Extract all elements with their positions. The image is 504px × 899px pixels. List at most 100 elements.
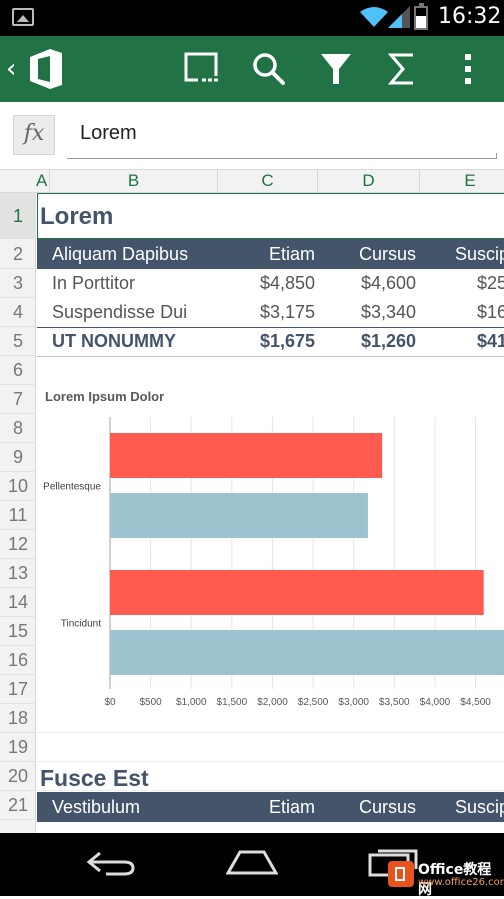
chart-tick-label: $3,000 [338,697,369,708]
row-header-19[interactable]: 19 [0,733,36,762]
table1-header-col3[interactable]: Cursus [358,244,416,264]
chart-bar [110,493,368,538]
row-header-12[interactable]: 12 [0,530,36,559]
row-header-3[interactable]: 3 [0,269,36,298]
chart-category-label: Pellentesque [43,482,101,493]
table1-cell[interactable]: $4,850 [259,273,315,293]
selected-cell-a1[interactable] [37,193,504,239]
row-header-16[interactable]: 16 [0,646,36,675]
gridline [37,732,504,733]
table2-header-col4[interactable]: Suscip [455,797,504,817]
table1-header-col2[interactable]: Etiam [268,244,315,264]
formula-input-underline [67,153,497,159]
table1-header-col1[interactable]: Aliquam Dapibus [52,244,189,264]
chart-tick-label: $4,000 [420,697,451,708]
table1-cell[interactable]: $16 [477,302,504,322]
row-header-10[interactable]: 10 [0,472,36,501]
bar-chart[interactable]: Lorem Ipsum Dolor $0 $500 $1,000 $1,500 $2,0… [37,361,504,725]
chart-tick-label: $0 [104,697,116,708]
row-header-9[interactable]: 9 [0,443,36,472]
sum-icon[interactable] [388,52,416,86]
row-header-21[interactable]: 21 [0,791,36,820]
row-header-5[interactable]: 5 [0,327,36,356]
table2-header-col3[interactable]: Cursus [358,797,416,817]
watermark: Office教程网 www.office26.com [384,855,504,898]
sheet-title[interactable]: Lorem [40,203,114,230]
section2-title[interactable]: Fusce Est [40,765,149,791]
gridline [37,790,504,791]
search-icon[interactable] [252,52,286,86]
office26-logo-icon [388,861,414,887]
table1-total-cell[interactable]: UT NONUMMY [52,331,176,351]
sheet-grid[interactable]: Lorem Aliquam Dapibus Etiam Cursus Susci… [37,193,504,833]
office-logo-icon[interactable] [28,48,64,90]
table2-header-row: Vestibulum Etiam Cursus Suscip [37,792,504,822]
chart-tick-label: $1,500 [217,697,248,708]
formula-input[interactable]: Lorem [80,122,137,144]
chart-tick-label: $1,000 [176,697,207,708]
home-nav-icon[interactable] [226,849,278,875]
chart-tick-label: $2,500 [298,697,329,708]
table1-cell[interactable]: In Porttitor [52,273,136,293]
chart-title: Lorem Ipsum Dolor [45,389,165,404]
table-row: In Porttitor $4,850 $4,600 $25 [37,269,504,298]
watermark-url: www.office26.com [418,877,504,888]
row-header-15[interactable]: 15 [0,617,36,646]
app-toolbar: ‹ [0,36,504,102]
table-row: Suspendisse Dui $3,175 $3,340 $16 [37,298,504,327]
status-bar: 16:32 [0,0,504,36]
table1-header-col4[interactable]: Suscip [455,244,504,264]
formula-bar [0,102,504,168]
table2-header-col2[interactable]: Etiam [268,797,315,817]
overflow-menu-icon[interactable] [462,52,474,86]
row-header-2[interactable]: 2 [0,239,36,269]
column-header-d[interactable]: D [318,170,420,192]
table1-total-cell[interactable]: $1,675 [259,331,315,351]
total-divider [37,327,504,328]
table1-cell[interactable]: Suspendisse Dui [52,302,188,322]
table1-total-row: UT NONUMMY $1,675 $1,260 $41 [37,327,504,356]
chart-tick-label: $4,500 [460,697,491,708]
row-header-11[interactable]: 11 [0,501,36,530]
table1-cell[interactable]: $4,600 [360,273,416,293]
column-header-b[interactable]: B [50,170,218,192]
table2-header-col1[interactable]: Vestibulum [52,797,141,817]
table1-total-cell[interactable]: $41 [477,331,504,351]
chart-bar [110,630,504,675]
row-header-18[interactable]: 18 [0,704,36,733]
chart-tick-label: $3,500 [379,697,410,708]
system-nav-bar [0,833,504,896]
row-header-7[interactable]: 7 [0,385,36,414]
chart-category-label: Tincidunt [61,619,101,630]
watermark-text: Office教程网 [418,862,492,898]
column-header-c[interactable]: C [218,170,318,192]
row-header-1[interactable]: 1 [0,193,36,239]
table1-cell[interactable]: $25 [477,273,504,293]
chart-bar [110,433,383,478]
row-header-17[interactable]: 17 [0,675,36,704]
gridline [37,761,504,762]
column-header-e[interactable]: E [464,171,476,190]
column-header-a[interactable]: A [36,170,50,192]
signal-icon [388,6,410,28]
back-nav-icon[interactable] [86,851,136,877]
row-header-20[interactable]: 20 [0,762,36,791]
chart-tick-label: $2,000 [257,697,288,708]
filter-icon[interactable] [320,52,352,86]
chart-plot: $0 $500 $1,000 $1,500 $2,000 $2,500 $3,000 $3,5… [43,417,504,708]
sheet-icon[interactable] [184,52,220,86]
chart-bar [110,570,484,615]
row-header-13[interactable]: 13 [0,559,36,588]
fx-button[interactable]: fx [13,115,55,155]
row-header-4[interactable]: 4 [0,298,36,327]
table1-total-cell[interactable]: $1,260 [360,331,416,351]
status-clock: 16:32 [438,4,502,29]
row-header-6[interactable]: 6 [0,356,36,385]
row-header-14[interactable]: 14 [0,588,36,617]
table1-cell[interactable]: $3,340 [360,302,416,322]
row-header: 1 2 3 4 5 6 7 8 9 10 11 12 13 14 15 16 17 18 19 20 21 [0,193,36,833]
row-header-8[interactable]: 8 [0,414,36,443]
back-chevron-icon[interactable]: ‹ [6,54,17,84]
image-notification-icon [12,8,34,26]
table1-cell[interactable]: $3,175 [259,302,315,322]
